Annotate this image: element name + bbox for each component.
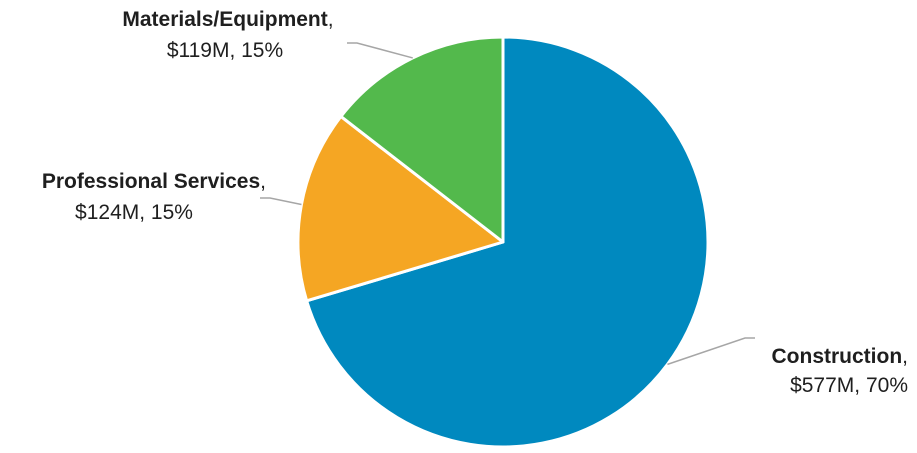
leader-lines	[260, 42, 755, 366]
slice-value-construction: $577M, 70%	[790, 374, 908, 397]
leader-line-professional-services	[260, 197, 302, 206]
leader-line-construction	[667, 337, 755, 366]
slice-value-professional-services: $124M, 15%	[75, 201, 193, 224]
slice-name-professional-services: Professional Services	[42, 170, 260, 193]
slice-label-construction: Construction,	[772, 345, 909, 368]
pie-slices	[296, 35, 710, 449]
slice-value-materials-equipment: $119M, 15%	[167, 39, 283, 62]
pie-slice-materials-equipment	[339, 35, 505, 244]
slice-name-construction: Construction	[772, 345, 903, 368]
leader-line-materials-equipment	[347, 42, 413, 59]
slice-label-materials-equipment: Materials/Equipment,	[122, 8, 333, 31]
pie-slice-professional-services	[296, 114, 505, 303]
slice-name-materials-equipment: Materials/Equipment	[122, 8, 327, 31]
slice-label-professional-services: Professional Services,	[42, 170, 266, 193]
